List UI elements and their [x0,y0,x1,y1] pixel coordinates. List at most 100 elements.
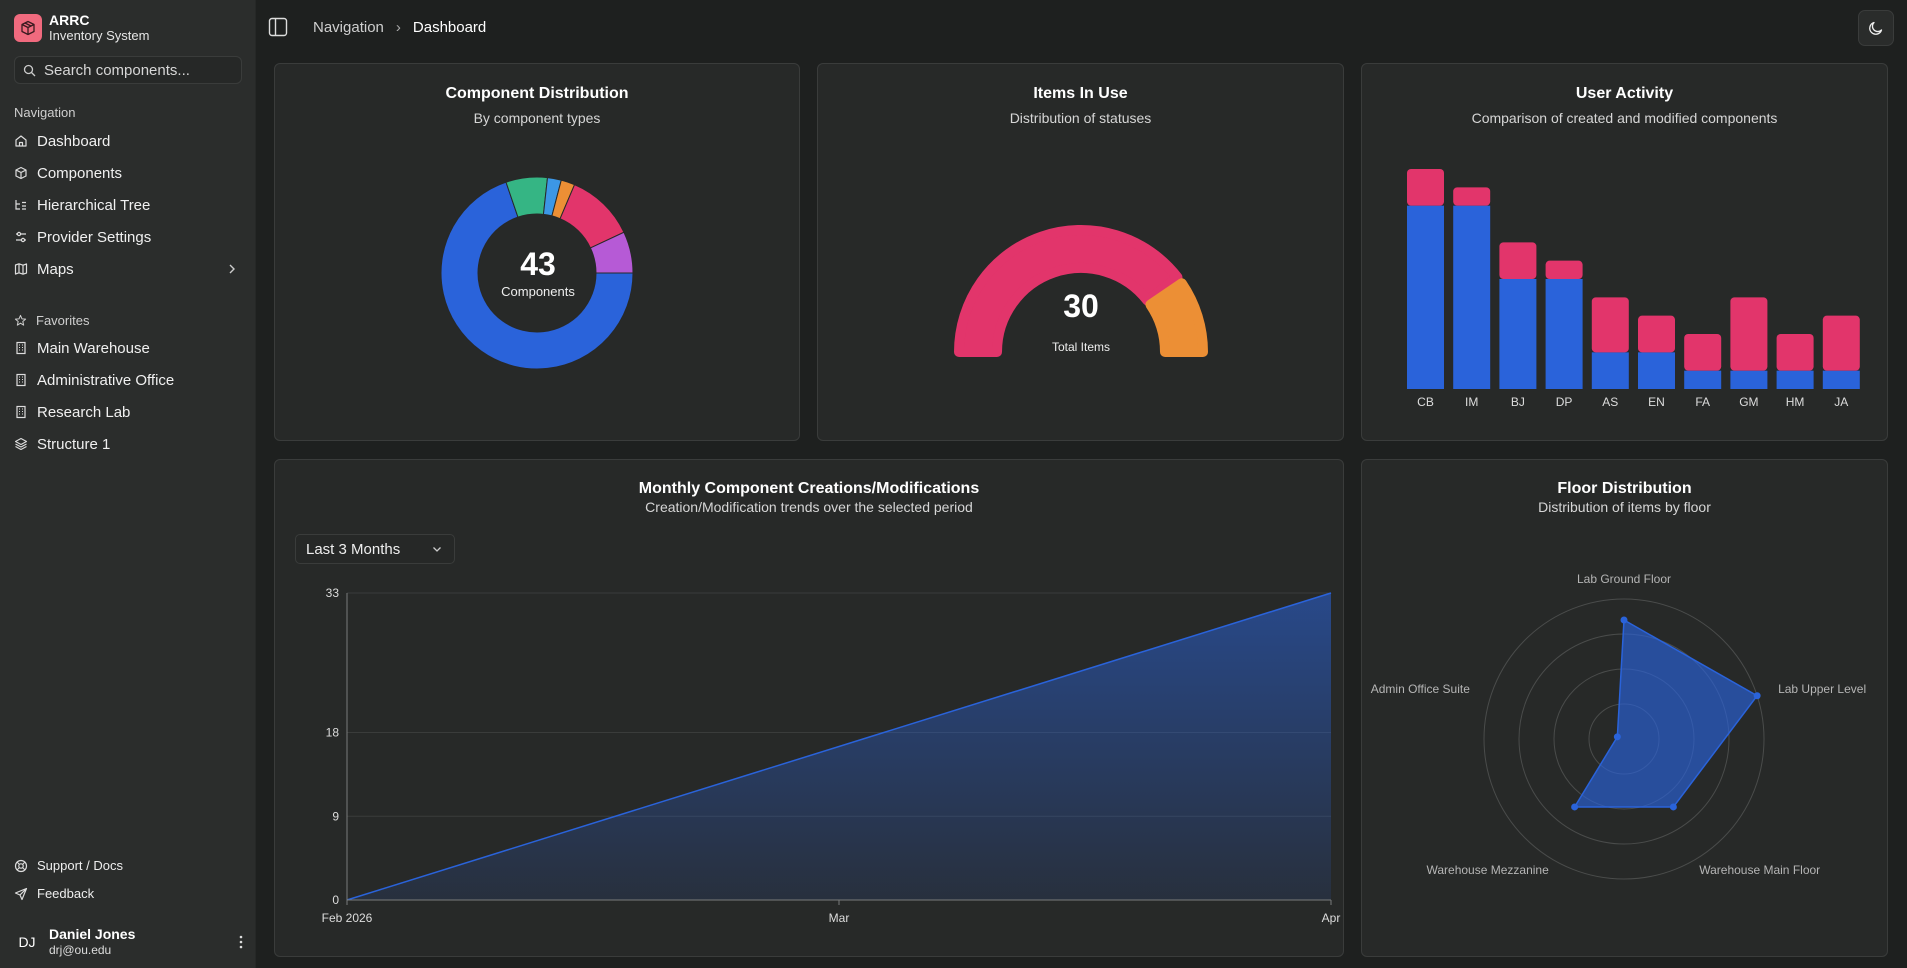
user-profile[interactable]: DJ Daniel Jones drj@ou.edu [14,924,244,960]
moon-icon [1869,21,1883,35]
breadcrumb-parent[interactable]: Navigation [313,19,384,36]
user-email: drj@ou.edu [49,943,112,957]
app-brand[interactable]: ARRC Inventory System [14,12,149,44]
radar-axis-label: Admin Office Suite [1371,682,1470,696]
card-title: Component Distribution [445,85,629,102]
sidebar-toggle-icon[interactable] [268,17,288,37]
breadcrumb-current: Dashboard [412,19,487,36]
theme-toggle-button[interactable] [1858,10,1894,46]
tree-icon [15,200,26,210]
period-select[interactable]: Last 3 Months [295,534,455,564]
x-tick-label: BJ [1511,395,1525,409]
favorite-main-warehouse[interactable]: Main Warehouse [8,332,248,364]
sidebar-item-label: Dashboard [37,132,111,150]
star-icon [14,314,27,326]
donut-center-value: 43 [520,246,556,282]
x-tick-label: EN [1648,395,1665,409]
structure-icon [14,437,28,451]
sidebar-item-label: Maps [37,260,74,278]
x-tick-label: CB [1417,395,1434,409]
area-line [346,592,1332,901]
radar-point [1669,803,1677,811]
x-tick-label: FA [1695,395,1710,409]
favorite-structure-1[interactable]: Structure 1 [8,428,248,460]
nav-group-label: Navigation [14,105,76,120]
favorite-label: Main Warehouse [37,339,150,357]
bar-segment [1407,205,1444,389]
more-vertical-icon[interactable] [238,934,244,950]
card-title: Floor Distribution [1557,480,1692,497]
breadcrumb: Navigation › Dashboard [313,19,486,36]
bar-segment [1591,297,1629,353]
radar-grid-ring [1483,598,1765,880]
y-tick-label: 0 [332,893,339,907]
donut-slice [440,181,634,370]
radar-axis-label: Lab Upper Level [1778,682,1866,696]
sidebar-item-label: Components [37,164,123,182]
sidebar-item-provider-settings[interactable]: Provider Settings [8,221,248,253]
bar-segment [1638,315,1675,353]
bar-segment [1453,187,1491,206]
chevron-down-icon [433,547,441,552]
bar-segment [1545,260,1583,279]
component-distribution-card: Component Distribution By component type… [274,63,800,441]
donut-chart [440,176,634,370]
x-tick-label: Apr [1322,911,1341,925]
bar-segment [1545,279,1583,389]
favorite-label: Administrative Office [37,371,175,389]
bar-segment [1822,370,1860,389]
sidebar-item-components[interactable]: Components [8,157,248,189]
radar-point [1571,803,1579,811]
card-title: User Activity [1575,85,1674,102]
app-subtitle: Inventory System [49,28,150,43]
search-icon [23,64,36,76]
bar-segment [1730,370,1768,389]
gauge-center-label: Total Items [1051,340,1111,354]
favorites-group-label: Favorites [14,313,89,328]
card-subtitle: Creation/Modification trends over the se… [645,499,973,515]
x-tick-label: HM [1786,395,1805,409]
chevron-right-icon[interactable] [228,263,236,275]
top-bar: Navigation › Dashboard [256,0,1907,56]
floor-distribution-card: Floor Distribution Distribution of items… [1361,459,1888,957]
sidebar-item-dashboard[interactable]: Dashboard [8,125,248,157]
donut-slice [589,231,634,274]
bar-segment [1499,279,1537,389]
support-docs-link[interactable]: Support / Docs [14,858,123,873]
sidebar-item-label: Hierarchical Tree [37,196,151,214]
box-icon [15,166,27,180]
y-tick-label: 9 [332,809,339,823]
sliders-icon [16,231,26,243]
home-icon [15,135,27,147]
sidebar-item-maps[interactable]: Maps [8,253,248,285]
lifebuoy-icon [14,859,28,872]
radar-point [1613,733,1621,741]
bar-segment [1822,315,1860,371]
app-title: ARRC [49,12,90,28]
radar-point [1620,616,1628,624]
bar-segment [1776,370,1814,389]
bar-segment [1684,334,1722,371]
box-logo-icon [14,14,42,42]
chevron-right-icon: › [395,19,401,36]
building-icon [16,341,26,355]
sidebar: ARRC Inventory System Search components.… [0,0,256,968]
favorite-research-lab[interactable]: Research Lab [8,396,248,428]
sidebar-item-label: Provider Settings [37,228,152,246]
avatar: DJ [18,934,36,950]
feedback-link[interactable]: Feedback [14,886,94,901]
radar-point [1753,692,1761,700]
favorite-label: Research Lab [37,403,131,421]
user-activity-bar-chart: CB IM BJ DP AS EN FA GM HM JA [1407,169,1860,409]
x-tick-label: JA [1834,395,1848,409]
sidebar-item-hierarchical-tree[interactable]: Hierarchical Tree [8,189,248,221]
floor-radar-chart: Lab Ground Floor Lab Upper Level Warehouse… [1371,572,1866,880]
favorite-administrative-office[interactable]: Administrative Office [8,364,248,396]
building-icon [16,405,26,419]
monthly-area-chart: 0 9 18 33 Feb 2026 Mar Apr [322,586,1341,925]
gauge-segment [954,225,1183,357]
bar-segment [1776,334,1814,371]
bar-segment [1453,205,1491,389]
x-tick-label: Feb 2026 [322,911,373,925]
search-input[interactable]: Search components... [14,56,242,84]
